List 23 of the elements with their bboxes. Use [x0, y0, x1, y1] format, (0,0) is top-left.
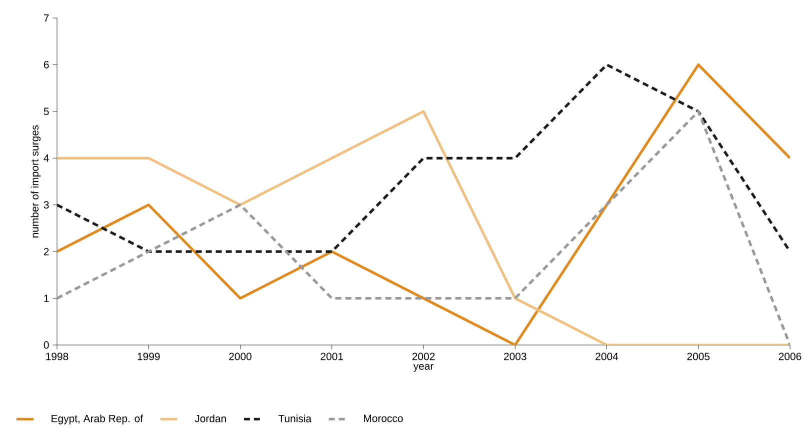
x-tick-label: 2000 — [229, 352, 252, 360]
x-tick-label: 1998 — [46, 352, 68, 360]
x-tick-label: 2005 — [687, 352, 710, 360]
y-tick-label: 0 — [44, 341, 49, 349]
y-tick-label: 5 — [44, 108, 49, 116]
legend-label: Jordan — [194, 414, 226, 422]
x-tick-label: 2004 — [596, 352, 618, 360]
y-tick-label: 3 — [44, 201, 49, 209]
y-axis-title: number of import surges — [30, 125, 41, 238]
y-tick-label: 4 — [44, 154, 49, 162]
legend-label: Morocco — [364, 414, 403, 422]
x-tick-label: 2002 — [412, 352, 435, 360]
x-axis-title: year — [413, 364, 434, 372]
x-tick-label: 2003 — [504, 352, 526, 360]
y-tick-label: 2 — [44, 248, 49, 256]
x-tick-label: 2006 — [778, 352, 802, 360]
y-tick-label: 1 — [44, 294, 49, 302]
x-tick-label: 2001 — [320, 352, 343, 360]
legend-label: Egypt, Arab Rep. of — [52, 414, 144, 424]
x-tick-label: 1999 — [138, 352, 160, 360]
y-tick-label: 7 — [44, 14, 49, 22]
legend-label: Tunisia — [278, 414, 312, 422]
y-tick-label: 6 — [44, 61, 49, 68]
